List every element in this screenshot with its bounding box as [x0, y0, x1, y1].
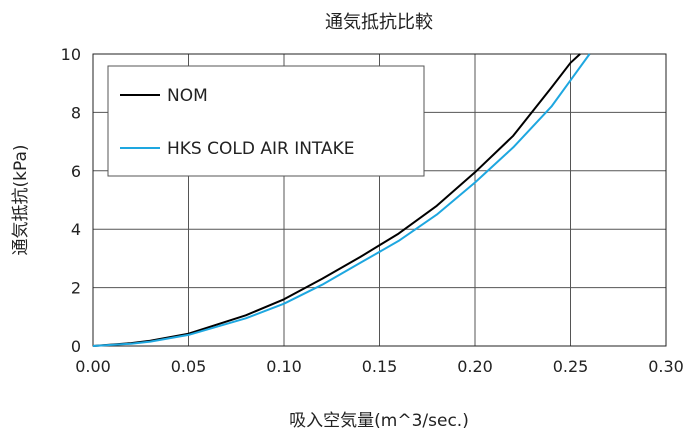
x-tick-label: 0.15 [362, 357, 398, 376]
series-line-hks [92, 53, 591, 347]
y-axis-title: 通気抵抗(kPa) [11, 144, 31, 255]
y-tick-label: 10 [61, 45, 81, 64]
x-tick-label: 0.25 [553, 357, 589, 376]
y-tick-label: 0 [71, 337, 81, 356]
series-layer [92, 53, 591, 347]
x-tick-label: 0.30 [648, 357, 684, 376]
y-tick-label: 4 [71, 220, 81, 239]
y-tick-label: 8 [71, 103, 81, 122]
x-axis-title: 吸入空気量(m^3/sec.) [289, 411, 469, 431]
legend-label-nom: NOM [167, 86, 208, 106]
x-tick-label: 0.05 [171, 357, 207, 376]
plot-frame [92, 53, 667, 347]
legend-label-hks: HKS COLD AIR INTAKE [167, 139, 355, 159]
chart-title: 通気抵抗比較 [325, 12, 433, 33]
x-tick-label: 0.10 [266, 357, 302, 376]
y-tick-label: 6 [71, 162, 81, 181]
legend-box [107, 65, 425, 177]
x-tick-label: 0.00 [75, 357, 111, 376]
y-tick-label: 2 [71, 279, 81, 298]
legend: NOM HKS COLD AIR INTAKE [107, 65, 425, 177]
tick-labels: 0.00 0.05 0.10 0.15 0.20 0.25 0.30 0 2 4 6 8 10 [61, 45, 684, 376]
x-tick-label: 0.20 [457, 357, 493, 376]
